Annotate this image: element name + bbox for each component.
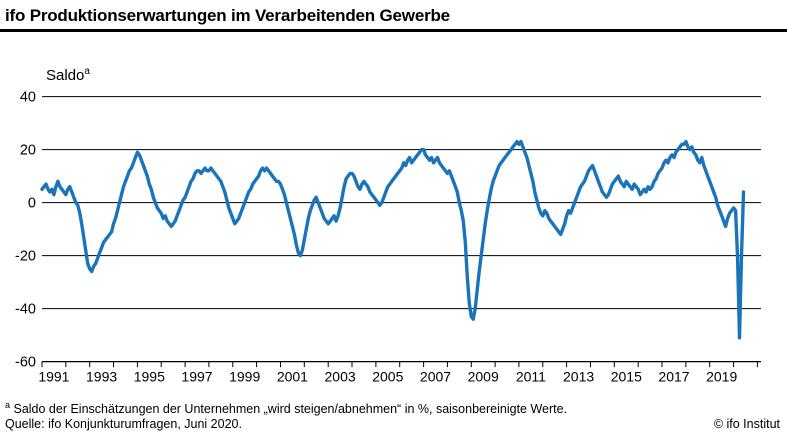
footnote-text: Saldo der Einschätzungen der Unternehmen… [10,402,568,417]
x-tick-label: 2017 [658,369,689,385]
x-tick-label: 2011 [516,369,546,385]
copyright-text: © ifo Institut [713,417,780,431]
footnote-marker: a [5,400,11,410]
x-tick-label: 2013 [563,369,594,385]
x-tick-label: 1997 [181,369,212,385]
x-tick-label: 2001 [277,369,308,385]
y-tick-label: 20 [20,143,36,159]
y-tick-label: -60 [15,355,36,371]
x-tick-label: 2019 [706,369,737,385]
y-axis-unit-label: Saldoa [46,63,90,85]
x-tick-label: 2015 [611,369,642,385]
x-tick-label: 1991 [38,369,69,385]
x-tick-label: 1995 [134,369,165,385]
source-row: Quelle: ifo Konjunkturumfragen, Juni 202… [5,417,780,432]
title-underline [0,29,787,32]
y-tick-label: 0 [28,196,36,212]
x-tick-label: 2003 [325,369,356,385]
y-tick-label: 40 [20,90,36,106]
x-tick-label: 2007 [420,369,451,385]
y-tick-label: -40 [15,302,36,318]
x-tick-label: 1999 [229,369,260,385]
page-title: ifo Produktionserwartungen im Verarbeite… [5,6,450,25]
footnote-marker-superscript: a [84,66,90,77]
x-tick-label: 1993 [86,369,117,385]
x-tick-label: 2005 [372,369,403,385]
x-axis [41,360,761,368]
y-tick-label: -20 [15,249,36,265]
source-text: Quelle: ifo Konjunkturumfragen, Juni 202… [5,417,242,431]
series-line [40,139,746,340]
x-tick-label: 2009 [468,369,499,385]
gridlines [42,96,761,310]
y-axis-unit-text: Saldo [46,67,85,84]
chart-header: ifo Produktionserwartungen im Verarbeite… [5,4,782,28]
footnote: a Saldo der Einschätzungen der Unternehm… [5,398,567,417]
